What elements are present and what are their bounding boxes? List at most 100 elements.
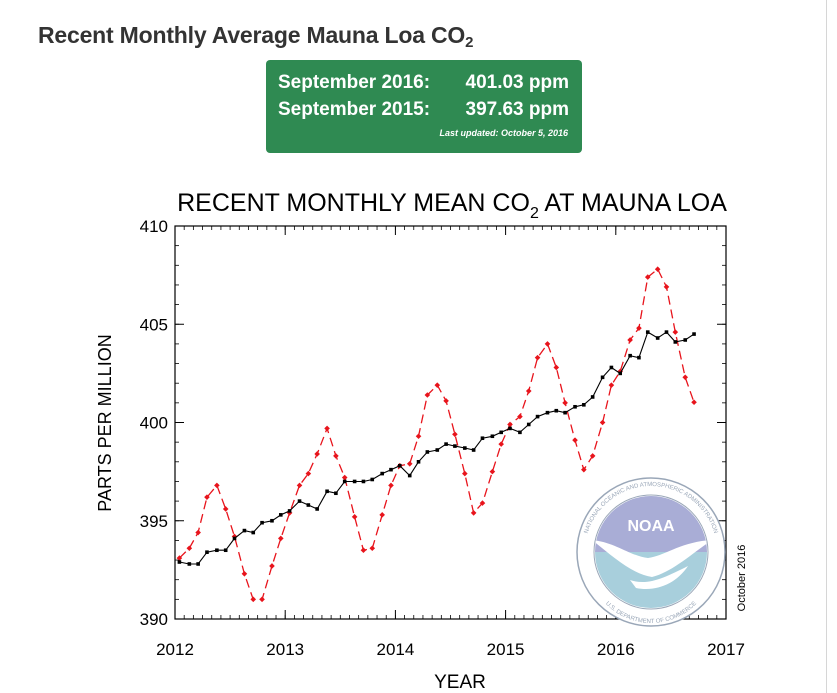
monthly-mean-point: [525, 388, 532, 394]
monthly-mean-point: [462, 470, 468, 477]
seasonal-corrected-point: [563, 410, 567, 415]
x-tick-labels: 2012 2013 2014 2015 2016 2017: [156, 640, 745, 659]
seasonal-corrected-point: [325, 489, 329, 494]
page-heading: Recent Monthly Average Mauna Loa CO2: [38, 22, 474, 51]
monthly-mean-point: [691, 399, 697, 406]
monthly-mean-point: [314, 451, 320, 457]
seasonal-corrected-point: [526, 422, 531, 427]
co2-stat-box: September 2016: 401.03 ppm September 201…: [266, 60, 582, 153]
monthly-mean-point: [617, 368, 624, 375]
monthly-mean-point: [636, 325, 642, 331]
monthly-mean-point: [434, 382, 441, 388]
stat-row-current: September 2016: 401.03 ppm: [266, 72, 582, 99]
seasonal-corrected-point: [508, 426, 512, 431]
monthly-mean-point: [443, 398, 449, 404]
monthly-mean-point: [507, 421, 513, 428]
seasonal-corrected-point: [535, 414, 540, 419]
seasonal-corrected-point: [297, 499, 302, 503]
monthly-mean-point: [406, 460, 413, 467]
y-tick-label: 390: [140, 610, 168, 629]
stat-label-previous: September 2015:: [278, 99, 431, 120]
monthly-mean-point: [553, 364, 560, 371]
y-tick-labels: 390 395 400 405 410: [140, 217, 168, 629]
y-tick-label: 410: [140, 217, 168, 236]
monthly-mean-point: [176, 555, 183, 561]
seasonal-corrected-point: [590, 395, 595, 399]
monthly-mean-point: [544, 341, 551, 347]
seasonal-corrected-point: [425, 450, 430, 454]
seasonal-corrected-point: [618, 371, 623, 376]
monthly-mean-point: [195, 529, 201, 536]
seasonal-corrected-point: [499, 430, 503, 435]
chart-title: RECENT MONTHLY MEAN CO2 AT MAUNA LOA: [177, 189, 727, 222]
monthly-mean-point: [360, 547, 367, 554]
monthly-mean-point: [470, 510, 477, 516]
seasonal-corrected-point: [573, 404, 577, 409]
monthly-mean-point: [424, 392, 431, 398]
seasonal-corrected-point: [232, 536, 237, 541]
seasonal-corrected-point: [480, 436, 485, 441]
monthly-mean-point: [250, 596, 257, 603]
seasonal-corrected-point: [361, 479, 366, 484]
y-tick-label: 405: [140, 315, 168, 334]
seasonal-corrected-point: [554, 408, 559, 413]
monthly-mean-point: [351, 514, 358, 520]
seasonal-corrected-point: [490, 434, 495, 439]
monthly-mean-point: [479, 500, 486, 506]
y-axis-label: PARTS PER MILLION: [95, 334, 115, 511]
seasonal-corrected-point: [205, 550, 209, 554]
seasonal-corrected-point: [315, 507, 319, 511]
seasonal-corrected-point: [352, 479, 357, 484]
seasonal-corrected-point: [600, 375, 605, 380]
seasonal-corrected-point: [215, 548, 219, 553]
monthly-mean-point: [562, 400, 568, 406]
y-tick-label: 395: [140, 512, 168, 531]
monthly-mean-point: [498, 441, 504, 447]
monthly-mean-point: [305, 470, 312, 477]
seasonal-corrected-point: [645, 330, 650, 334]
monthly-mean-point: [388, 482, 394, 489]
seasonal-corrected-point: [582, 403, 586, 407]
seasonal-corrected-point: [370, 477, 375, 482]
stat-value-previous: 397.63 ppm: [465, 99, 570, 120]
seasonal-corrected-point: [545, 410, 550, 415]
monthly-mean-point: [608, 382, 615, 388]
monthly-mean-point: [663, 284, 670, 290]
seasonal-corrected-point: [664, 330, 669, 334]
monthly-mean-point: [572, 437, 578, 443]
seasonal-corrected-point: [242, 528, 247, 533]
seasonal-corrected-point: [407, 473, 412, 478]
monthly-mean-point: [214, 482, 220, 489]
x-axis-label: YEAR: [434, 672, 486, 693]
seasonal-corrected-point: [334, 491, 338, 496]
seasonal-corrected-point: [683, 338, 688, 342]
seasonal-corrected-point: [637, 355, 641, 360]
seasonal-corrected-point: [342, 479, 347, 484]
seasonal-corrected-point: [655, 336, 660, 340]
date-note: October 2016: [736, 545, 748, 612]
monthly-mean-point: [324, 425, 330, 432]
monthly-mean-point: [333, 453, 339, 459]
seasonal-corrected-point: [444, 442, 448, 446]
monthly-mean-point: [204, 494, 210, 500]
seasonal-corrected-point: [518, 430, 522, 435]
stat-value-current: 401.03 ppm: [465, 72, 570, 93]
seasonal-corrected-point: [187, 562, 192, 566]
seasonal-corrected-point: [389, 467, 393, 472]
monthly-mean-point: [222, 506, 229, 512]
stat-row-previous: September 2015: 397.63 ppm: [266, 99, 582, 126]
monthly-mean-point: [241, 571, 248, 577]
monthly-mean-point: [627, 337, 633, 343]
monthly-mean-point: [534, 354, 541, 361]
seasonal-corrected-point: [416, 460, 421, 464]
seasonal-corrected-point: [223, 548, 228, 553]
monthly-mean-point: [682, 374, 689, 381]
seasonal-corrected-point: [435, 448, 440, 452]
monthly-mean-point: [341, 474, 348, 481]
last-updated-text: Last updated: October 5, 2016: [439, 128, 568, 138]
seasonal-corrected-point: [306, 503, 311, 507]
monthly-mean-point: [589, 453, 596, 459]
monthly-mean-point: [452, 431, 458, 438]
seasonal-corrected-point: [609, 365, 614, 370]
